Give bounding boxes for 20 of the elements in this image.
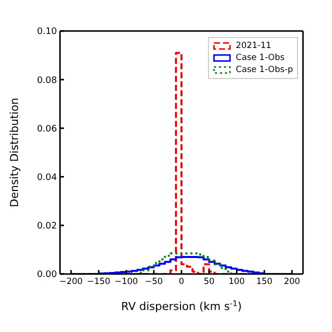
legend-label: Case 1-Obs (236, 52, 285, 64)
x-tick-label: −200 (59, 277, 83, 288)
x-tick-label: 50 (204, 277, 215, 288)
x-axis-title: RV dispersion (km s$^{-1}$) (121, 298, 242, 313)
x-tick-label: 200 (284, 277, 300, 288)
y-tick-label: 0.06 (36, 124, 58, 134)
x-tick-label: 100 (228, 277, 245, 288)
y-axis-title: Density Distribution (8, 98, 21, 208)
y-tick-label: 0.02 (36, 222, 57, 232)
y-tick-label: 0.10 (36, 27, 58, 38)
x-tick-label: 150 (256, 277, 272, 288)
y-tick-label: 0.08 (36, 76, 58, 86)
x-tick-label: 0 (178, 277, 184, 288)
x-tick-label: −50 (144, 277, 163, 288)
y-tick-label: 0.00 (36, 270, 58, 280)
y-tick-label: 0.04 (36, 172, 58, 183)
x-tick-label: −100 (114, 277, 138, 288)
legend-label: 2021-11 (236, 40, 272, 52)
x-tick-label: −150 (86, 277, 110, 288)
legend-label: Case 1-Obs-p (236, 64, 293, 76)
